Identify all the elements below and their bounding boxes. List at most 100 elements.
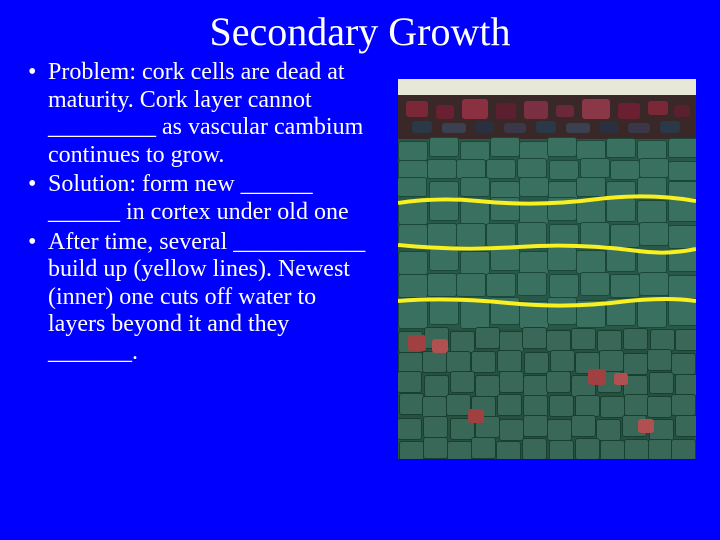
tissue-cell [475, 375, 500, 397]
tissue-cell [447, 441, 472, 459]
tissue-cell [610, 160, 640, 180]
tissue-cell [575, 395, 600, 417]
tissue-cell [424, 375, 449, 397]
tissue-cell [668, 138, 696, 158]
bullet-list: Problem: cork cells are dead at maturity… [28, 59, 368, 367]
tissue-cell [648, 101, 668, 115]
tissue-cell [497, 394, 522, 416]
tissue-red-cell [468, 409, 484, 423]
tissue-cell [671, 353, 696, 375]
tissue-cell [546, 371, 571, 393]
tissue-cell [476, 121, 494, 133]
tissue-cell [450, 331, 475, 353]
tissue-cell [597, 330, 622, 352]
tissue-cell [547, 419, 572, 441]
tissue-cell [499, 419, 524, 441]
tissue-cell [423, 416, 448, 438]
tissue-cell [446, 351, 471, 373]
tissue-cell [668, 161, 696, 181]
tissue-cell [436, 105, 454, 119]
tissue-cell [524, 101, 548, 119]
tissue-cell [582, 99, 610, 119]
tissue-cell [624, 394, 649, 416]
tissue-cell [618, 103, 640, 119]
tissue-cell [674, 105, 690, 117]
tissue-cell [600, 440, 625, 459]
tissue-red-cell [638, 419, 654, 433]
tissue-cell [504, 123, 526, 133]
tissue-band-cortex1 [398, 139, 696, 199]
tissue-cell [580, 272, 610, 296]
yellow-line [398, 195, 696, 200]
tissue-cross-section-image [398, 79, 696, 459]
bullet-item: Problem: cork cells are dead at maturity… [28, 59, 368, 169]
tissue-cell [496, 441, 521, 459]
tissue-cell [637, 140, 667, 160]
tissue-cell [398, 371, 422, 393]
tissue-cell [623, 353, 648, 375]
tissue-cell [647, 349, 672, 371]
tissue-cell [442, 123, 466, 133]
tissue-cell [486, 273, 516, 297]
tissue-cell [517, 272, 547, 296]
tissue-cell [675, 374, 696, 396]
image-column [368, 59, 708, 459]
tissue-cell [580, 158, 610, 178]
tissue-cell [624, 439, 649, 459]
bullet-item: Solution: form new ______ ______ in cort… [28, 171, 368, 226]
tissue-cell [398, 141, 428, 161]
tissue-cell [606, 138, 636, 158]
tissue-cell [549, 395, 574, 417]
tissue-cell [536, 121, 556, 133]
tissue-cell [471, 437, 496, 459]
tissue-cell [399, 393, 424, 415]
tissue-cell [519, 177, 549, 197]
tissue-cell [398, 352, 423, 374]
tissue-red-cell [588, 369, 606, 385]
tissue-cell [549, 440, 574, 459]
tissue-band-inner [398, 329, 696, 459]
tissue-cell [412, 121, 432, 133]
tissue-cell [571, 415, 596, 437]
tissue-cell [566, 123, 590, 133]
tissue-cell [486, 159, 516, 179]
tissue-cell [456, 159, 486, 179]
yellow-line [398, 295, 696, 300]
text-column: Problem: cork cells are dead at maturity… [28, 59, 368, 459]
tissue-cell [550, 350, 575, 372]
tissue-cell [671, 439, 696, 459]
tissue-cell [460, 141, 490, 161]
tissue-cell [450, 371, 475, 393]
tissue-cell [422, 351, 447, 373]
tissue-cell [675, 415, 696, 437]
tissue-cell [496, 103, 516, 119]
tissue-cell [399, 441, 424, 459]
page-title: Secondary Growth [0, 0, 720, 59]
tissue-cell [462, 99, 488, 119]
tissue-cell [475, 327, 500, 349]
tissue-red-cell [408, 335, 426, 351]
tissue-cell [556, 105, 574, 117]
tissue-cell [423, 437, 448, 459]
tissue-cell [639, 272, 669, 296]
tissue-cell [456, 273, 486, 297]
tissue-cell [406, 101, 428, 117]
tissue-cell [600, 396, 625, 418]
tissue-cell [600, 121, 618, 133]
tissue-cell [639, 158, 669, 178]
tissue-cell [649, 372, 674, 394]
tissue-cell [522, 327, 547, 349]
tissue-cell [517, 158, 547, 178]
tissue-cell [497, 350, 522, 372]
tissue-cell [524, 352, 549, 374]
tissue-cell [575, 438, 600, 459]
tissue-cell [429, 137, 459, 157]
tissue-red-cell [614, 373, 628, 385]
tissue-cell [650, 329, 675, 351]
tissue-cell [427, 159, 457, 179]
tissue-cell [628, 123, 650, 133]
tissue-cell [648, 439, 673, 459]
tissue-cell [522, 438, 547, 459]
bullet-item: After time, several ___________ build up… [28, 229, 368, 367]
tissue-cell [490, 137, 520, 157]
